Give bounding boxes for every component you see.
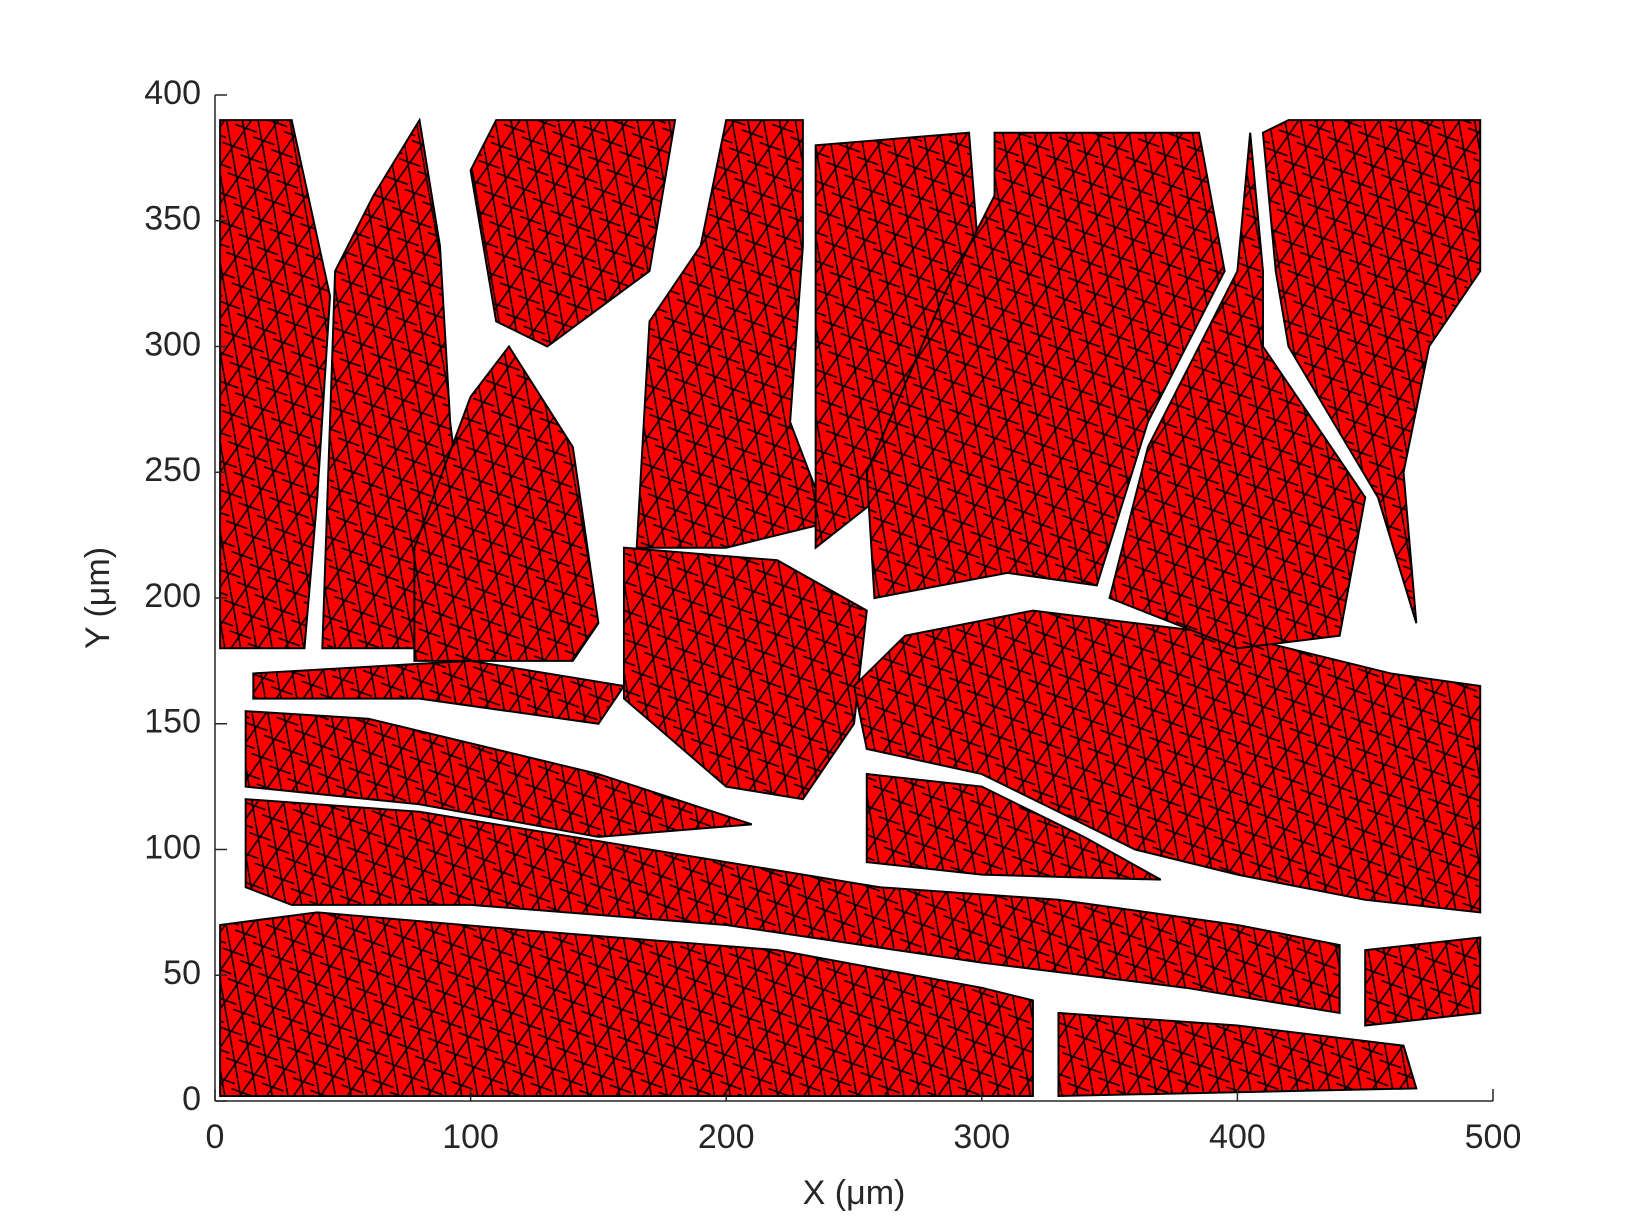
x-tick-label: 300 (953, 1118, 1010, 1156)
tissue-region (244, 710, 753, 838)
tissue-region (865, 772, 1162, 881)
x-tick-label: 500 (1465, 1118, 1522, 1156)
tissue-region (1057, 1011, 1418, 1097)
tissue-region (1108, 132, 1367, 650)
y-tick-label: 0 (182, 1080, 201, 1118)
tissue-region (219, 119, 332, 650)
y-tick-label: 100 (144, 828, 201, 866)
tissue-region (865, 131, 1226, 600)
tissue-region (413, 344, 600, 662)
tissue-region (622, 546, 868, 801)
x-tick-label: 100 (442, 1118, 499, 1156)
x-tick-label: 200 (698, 1118, 755, 1156)
tissue-region (1364, 936, 1482, 1027)
tissue-region (635, 119, 830, 549)
y-tick-label: 250 (144, 451, 201, 489)
y-tick-label: 350 (144, 200, 201, 238)
tissue-region (469, 119, 677, 348)
tissue-region (852, 609, 1482, 914)
y-tick-label: 50 (163, 954, 201, 992)
y-tick-label: 150 (144, 703, 201, 741)
y-tick-label: 200 (144, 577, 201, 615)
tissue-region (219, 911, 1034, 1097)
y-tick-label: 300 (144, 325, 201, 363)
x-axis-label: X (μm) (803, 1174, 906, 1212)
x-tick-label: 400 (1209, 1118, 1266, 1156)
y-tick-label: 400 (144, 74, 201, 112)
tissue-region (244, 798, 1341, 1015)
x-tick-label: 0 (206, 1118, 225, 1156)
y-axis-label: Y (μm) (79, 547, 117, 649)
tissue-region (1261, 119, 1482, 624)
